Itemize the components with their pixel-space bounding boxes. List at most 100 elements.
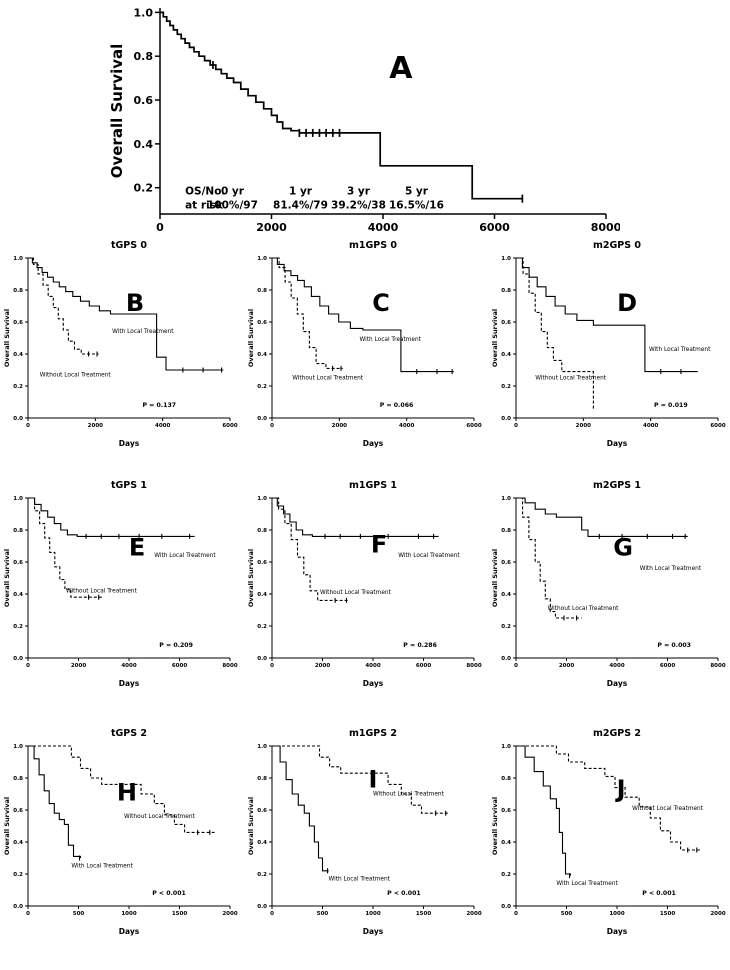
y-tick-label: 0.4 xyxy=(501,592,511,598)
y-tick-label: 0.4 xyxy=(13,592,23,598)
x-tick-label: 2000 xyxy=(466,911,481,917)
y-tick-label: 0.0 xyxy=(13,904,23,910)
p-value-label: P = 0.066 xyxy=(380,402,414,409)
x-axis-label: Days xyxy=(119,439,140,448)
x-tick-label: 6000 xyxy=(466,423,481,429)
y-tick-label: 0.2 xyxy=(501,384,511,390)
x-tick-label: 6000 xyxy=(710,423,725,429)
with-local-treatment-label: With Local Treatment xyxy=(154,553,216,559)
y-tick-label: 0.4 xyxy=(257,592,267,598)
p-value-label: P < 0.001 xyxy=(152,890,186,897)
x-tick-label: 8000 xyxy=(222,663,237,669)
without-local-treatment-label: Without Local Treatment xyxy=(632,806,704,812)
p-value-label: P = 0.209 xyxy=(159,642,193,649)
y-tick-label: 1.0 xyxy=(134,6,154,19)
y-tick-label: 1.0 xyxy=(257,496,267,502)
panel-title: m1GPS 2 xyxy=(348,728,398,739)
panel-B-tgps0: tGPS 0 0.0 0.2 0.4 0.6 0.8 1.0 0 2000 4000 6000 Ov… xyxy=(2,238,240,450)
x-tick-label: 8000 xyxy=(591,221,620,234)
risk-table-cell: 1 yr xyxy=(289,185,313,197)
x-tick-label: 0 xyxy=(270,423,274,429)
p-value-label: P < 0.001 xyxy=(642,890,676,897)
panel-letter: B xyxy=(126,289,144,317)
y-axis-label: Overall Survival xyxy=(491,309,499,367)
y-tick-label: 1.0 xyxy=(501,744,511,750)
without-local-treatment-label: Without Local Treatment xyxy=(40,372,112,378)
x-tick-label: 0 xyxy=(270,911,274,917)
panel-letter: E xyxy=(129,534,145,562)
with-local-treatment-label: With Local Treatment xyxy=(112,329,174,335)
curve-without-local-treatment xyxy=(28,257,99,355)
panel-letter: F xyxy=(371,530,387,558)
y-axis-label: Overall Survival xyxy=(108,44,126,179)
y-tick-label: 0.4 xyxy=(501,352,511,358)
x-tick-label: 2000 xyxy=(332,423,347,429)
panel-letter: I xyxy=(369,766,378,794)
panel-title: tGPS 1 xyxy=(110,480,148,491)
panel-G-m2gps1: m2GPS 1 0.0 0.2 0.4 0.6 0.8 1.0 0 2000 4000 6000 8… xyxy=(490,478,728,690)
panel-title: tGPS 0 xyxy=(110,240,148,251)
without-local-treatment-label: Without Local Treatment xyxy=(535,376,607,382)
x-tick-label: 6000 xyxy=(172,663,187,669)
x-tick-label: 2000 xyxy=(710,911,725,917)
panel-letter: H xyxy=(117,778,137,806)
y-tick-label: 0.6 xyxy=(13,320,23,326)
p-value-label: P = 0.137 xyxy=(142,402,176,409)
x-tick-label: 6000 xyxy=(479,221,510,234)
y-tick-label: 0.6 xyxy=(501,560,511,566)
x-tick-label: 2000 xyxy=(256,221,287,234)
y-tick-label: 0.8 xyxy=(134,50,154,63)
y-axis-label: Overall Survival xyxy=(3,797,11,855)
with-local-treatment-label: With Local Treatment xyxy=(640,566,702,572)
curve-with-local-treatment xyxy=(516,497,688,537)
y-tick-label: 1.0 xyxy=(257,744,267,750)
x-axis-label: Days xyxy=(607,927,628,936)
p-value-label: P < 0.001 xyxy=(387,890,421,897)
y-tick-label: 0.2 xyxy=(501,624,511,630)
panel-letter: J xyxy=(615,775,626,803)
panel-I-m1gps2: m1GPS 2 0.0 0.2 0.4 0.6 0.8 1.0 0 500 1000 1500 20… xyxy=(246,726,484,938)
panel-title: m2GPS 2 xyxy=(592,728,642,739)
y-axis-label: Overall Survival xyxy=(3,549,11,607)
with-local-treatment-label: With Local Treatment xyxy=(360,337,422,343)
without-local-treatment-label: Without Local Treatment xyxy=(373,792,445,798)
y-tick-label: 0.2 xyxy=(13,384,23,390)
x-tick-label: 4000 xyxy=(155,423,170,429)
y-tick-label: 0.2 xyxy=(134,182,154,195)
x-tick-label: 2000 xyxy=(71,663,86,669)
x-tick-label: 1000 xyxy=(365,911,380,917)
x-tick-label: 1000 xyxy=(121,911,136,917)
curve-overall-survival xyxy=(160,11,523,200)
with-local-treatment-label: With Local Treatment xyxy=(71,864,133,870)
p-value-label: P = 0.003 xyxy=(657,642,691,649)
x-tick-label: 2000 xyxy=(559,663,574,669)
curve-with-local-treatment xyxy=(28,497,195,537)
without-local-treatment-label: Without Local Treatment xyxy=(320,590,392,596)
y-tick-label: 1.0 xyxy=(501,496,511,502)
y-axis-label: Overall Survival xyxy=(3,309,11,367)
y-tick-label: 0.4 xyxy=(257,352,267,358)
x-tick-label: 500 xyxy=(561,911,573,917)
curve-with-local-treatment xyxy=(272,745,329,872)
y-tick-label: 0.0 xyxy=(257,416,267,422)
y-tick-label: 1.0 xyxy=(13,496,23,502)
risk-table-cell: 81.4%/79 xyxy=(273,200,328,212)
y-tick-label: 0.8 xyxy=(501,776,511,782)
curve-without-local-treatment xyxy=(272,257,343,369)
y-tick-label: 0.6 xyxy=(257,808,267,814)
curve-without-local-treatment xyxy=(516,257,594,410)
y-tick-label: 0.6 xyxy=(257,320,267,326)
curve-with-local-treatment xyxy=(28,257,224,371)
risk-table-cell: 3 yr xyxy=(347,185,371,197)
p-value-label: P = 0.286 xyxy=(403,642,437,649)
without-local-treatment-label: Without Local Treatment xyxy=(292,376,364,382)
x-tick-label: 1500 xyxy=(172,911,187,917)
survival-chart-D: 0.0 0.2 0.4 0.6 0.8 1.0 0 2000 4000 6000 Overall S… xyxy=(491,256,726,448)
x-axis-label: Days xyxy=(119,679,140,688)
x-tick-label: 0 xyxy=(514,911,518,917)
y-tick-label: 0.2 xyxy=(257,624,267,630)
x-axis-label: Days xyxy=(607,439,628,448)
y-tick-label: 0.6 xyxy=(501,808,511,814)
y-tick-label: 0.6 xyxy=(501,320,511,326)
